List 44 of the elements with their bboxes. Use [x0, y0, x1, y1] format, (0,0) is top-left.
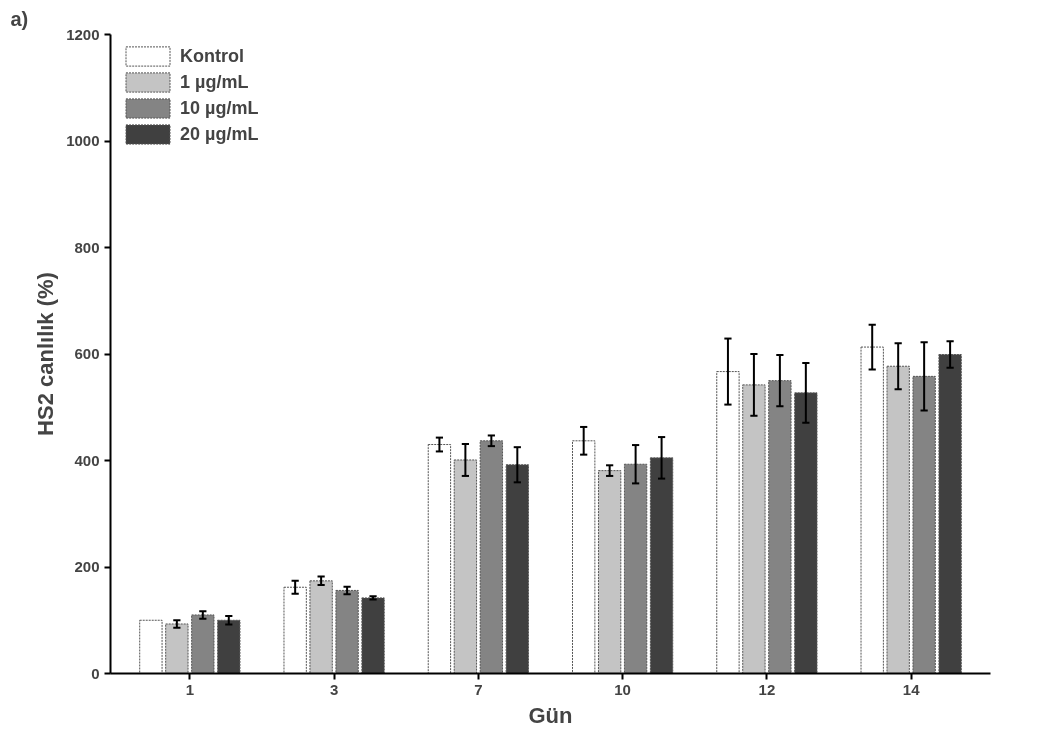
bar	[217, 619, 241, 674]
y-tick-label: 0	[91, 664, 100, 682]
bar	[912, 375, 936, 674]
bar	[649, 457, 674, 674]
bar	[505, 464, 529, 674]
y-tick-label: 1200	[66, 25, 100, 43]
bar	[283, 586, 307, 674]
bar	[335, 589, 359, 674]
bar	[427, 444, 452, 674]
bar	[479, 440, 504, 674]
bar	[453, 459, 478, 674]
y-tick-label: 600	[74, 345, 100, 362]
x-tick-label: 10	[614, 680, 631, 698]
bar	[139, 619, 163, 674]
bar	[361, 597, 385, 674]
legend-label: 1 µg/mL	[180, 71, 249, 93]
bar	[597, 470, 622, 674]
y-axis-title: HS2 canlılık (%)	[33, 272, 59, 436]
text: a)	[10, 7, 29, 30]
x-tick-label: 12	[758, 680, 776, 698]
x-tick-label: 3	[329, 680, 339, 698]
bar	[309, 580, 333, 674]
bar	[572, 440, 596, 674]
bar	[191, 614, 215, 674]
legend-label: 20 µg/mL	[180, 123, 259, 145]
x-tick-label: 14	[902, 680, 921, 698]
bar	[886, 365, 910, 674]
bar	[860, 346, 884, 674]
legend-label: 10 µg/mL	[180, 97, 259, 119]
bar	[794, 392, 818, 674]
bar	[716, 371, 740, 674]
y-tick-label: 1000	[66, 132, 100, 149]
bar	[768, 380, 792, 674]
y-tick-label: 800	[74, 238, 100, 256]
x-tick-label: 1	[185, 680, 195, 698]
x-tick-label: 7	[474, 680, 483, 698]
x-axis-title: Gün	[528, 702, 573, 728]
bar	[165, 623, 189, 674]
bar	[742, 384, 766, 674]
bar	[623, 463, 648, 674]
y-tick-label: 200	[74, 558, 100, 575]
legend-label: Kontrol	[180, 45, 244, 67]
y-tick-label: 400	[74, 451, 100, 469]
bar	[938, 354, 962, 674]
